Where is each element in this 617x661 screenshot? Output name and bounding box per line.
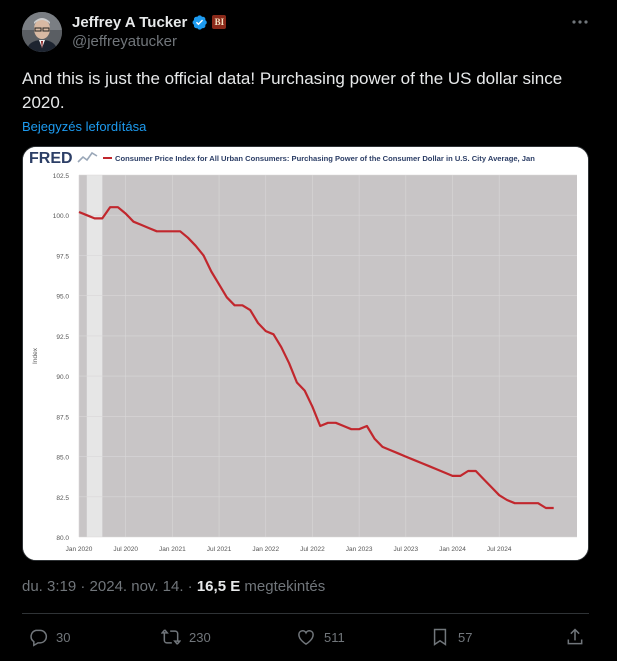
x-tick-label: Jul 2024	[487, 546, 512, 553]
y-tick-label: 80.0	[56, 535, 69, 542]
timestamp[interactable]: du. 3:19 · 2024. nov. 14. ·	[22, 578, 197, 595]
y-axis-label: Index	[32, 347, 39, 364]
repost-button[interactable]: 230	[161, 622, 211, 652]
share-icon	[567, 628, 583, 645]
verified-badge-icon	[192, 14, 208, 30]
translate-link[interactable]: Bejegyzés lefordítása	[22, 119, 147, 134]
plot-area: 102.5 100.0 97.5 95.0 92.5 90.0 87.5 85.0 82.5 80…	[32, 173, 577, 553]
avatar-image	[22, 12, 62, 52]
share-button[interactable]	[565, 622, 593, 652]
x-tick-label: Jul 2023	[394, 546, 419, 553]
fred-chart: FRED Consumer Price Index for All Urban …	[23, 147, 588, 560]
chart-title: Consumer Price Index for All Urban Consu…	[115, 154, 535, 163]
chart-image[interactable]: FRED Consumer Price Index for All Urban …	[22, 146, 589, 561]
bookmark-count: 57	[458, 629, 473, 645]
series-line	[78, 206, 554, 510]
x-tick-label: Jan 2024	[439, 546, 466, 553]
author-name[interactable]: Jeffrey A Tucker	[72, 13, 188, 31]
like-count: 511	[324, 629, 345, 645]
y-tick-label: 82.5	[56, 495, 69, 502]
tweet-meta: du. 3:19 · 2024. nov. 14. · 16,5 E megte…	[22, 578, 325, 595]
x-tick-label: Jan 2020	[66, 546, 93, 553]
like-button[interactable]: 511	[296, 622, 345, 652]
x-tick-label: Jul 2022	[300, 546, 325, 553]
bookmark-icon	[433, 628, 447, 646]
tweet-text: And this is just the official data! Purc…	[22, 69, 563, 112]
bookmark-button[interactable]: 57	[430, 622, 472, 652]
reply-button[interactable]: 30	[28, 622, 70, 652]
x-tick-label: Jan 2021	[159, 546, 186, 553]
y-tick-label: 87.5	[56, 414, 69, 421]
fred-logo: FRED	[29, 150, 73, 167]
like-icon	[298, 630, 314, 645]
x-tick-label: Jan 2022	[252, 546, 279, 553]
action-bar: 30 230 511 57	[0, 622, 617, 652]
y-tick-label: 100.0	[53, 213, 70, 220]
reply-count: 30	[56, 629, 71, 645]
plot-background	[79, 175, 577, 537]
avatar[interactable]	[22, 12, 62, 52]
y-tick-label: 97.5	[56, 253, 69, 260]
y-tick-label: 90.0	[56, 374, 69, 381]
x-tick-label: Jul 2021	[207, 546, 232, 553]
y-tick-label: 95.0	[56, 294, 69, 301]
repost-count: 230	[189, 629, 211, 645]
y-tick-label: 92.5	[56, 334, 69, 341]
more-options-icon[interactable]	[570, 12, 590, 32]
author-row: Jeffrey A Tucker BI	[72, 12, 227, 32]
x-tick-label: Jul 2020	[113, 546, 138, 553]
x-tick-label: Jan 2023	[346, 546, 373, 553]
views-count: 16,5 E	[196, 578, 241, 595]
views-label: megtekintés	[240, 578, 326, 595]
repost-icon	[161, 629, 181, 645]
recession-band	[86, 175, 103, 537]
fred-logo-mark-icon	[77, 151, 98, 163]
reply-icon	[30, 629, 48, 647]
y-tick-label: 102.5	[53, 173, 70, 180]
divider	[22, 613, 589, 614]
author-handle[interactable]: @jeffreyatucker	[72, 33, 177, 50]
affiliation-badge[interactable]: BI	[212, 15, 227, 29]
y-tick-label: 85.0	[56, 455, 69, 462]
